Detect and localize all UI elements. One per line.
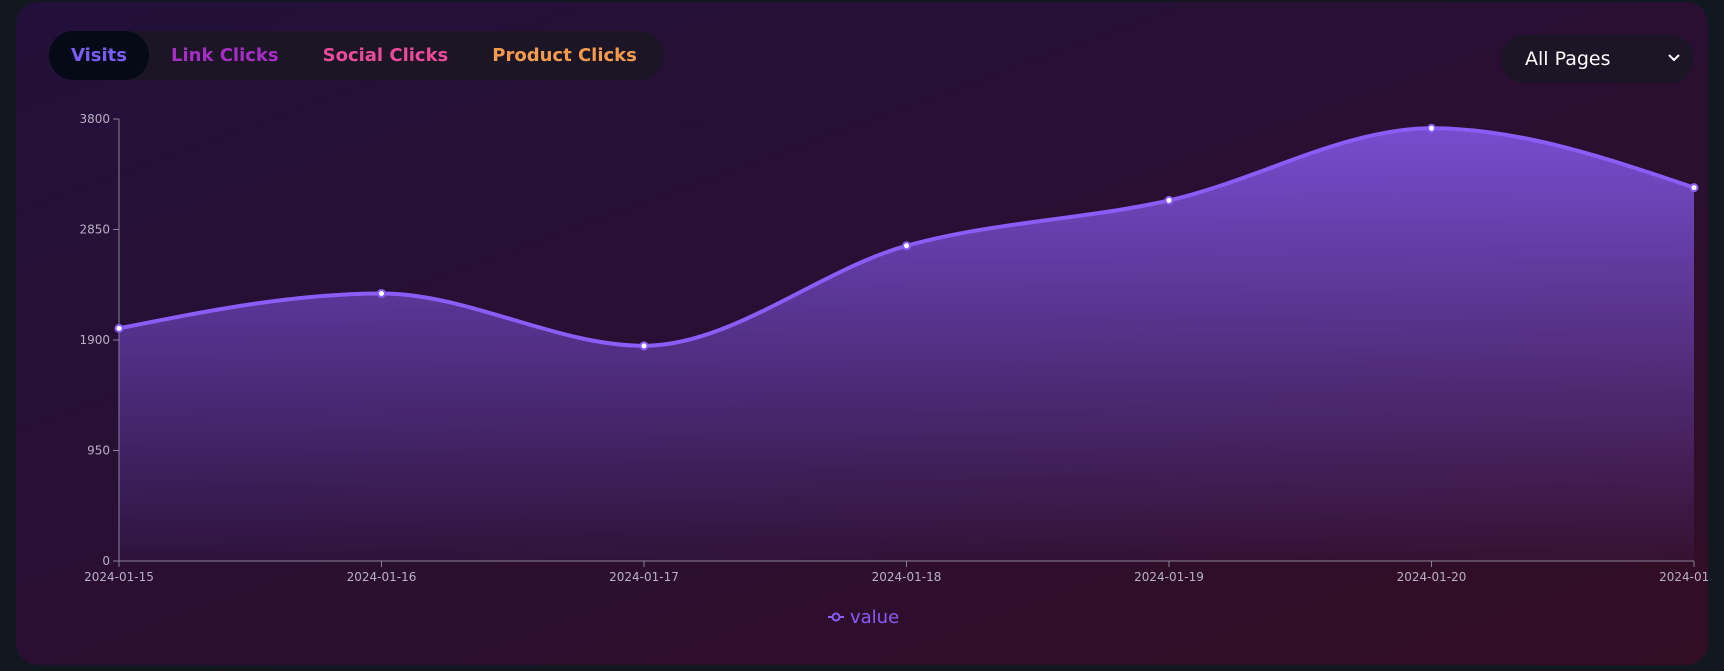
- area: [119, 128, 1694, 561]
- chart: 0 950 1900 2850 3800 2024-01-15 2024-01-16 2024…: [79, 112, 1708, 628]
- x-tick-label: 2024-01-16: [347, 570, 417, 584]
- legend-label: value: [850, 607, 899, 628]
- tab[interactable]: Social Clicks: [322, 45, 449, 66]
- x-tick-label: 2024-01-20: [1397, 570, 1467, 584]
- select-value: All Pages: [1525, 48, 1611, 70]
- point: [1164, 195, 1174, 205]
- tab[interactable]: Product Clicks: [492, 45, 637, 66]
- point: [114, 323, 124, 333]
- y-tick-label: 2850: [79, 223, 110, 237]
- y-tick-label: 1900: [79, 333, 110, 347]
- chevron: [1668, 54, 1680, 62]
- tab[interactable]: Link Clicks: [171, 45, 279, 66]
- y-tick-label: 950: [87, 444, 110, 458]
- x-tick-label: 2024-01-19: [1134, 570, 1204, 584]
- x-tick-label: 2024-01-18: [872, 570, 942, 584]
- x-tick-label: 2024-01-17: [609, 570, 679, 584]
- y-tick-label: 0: [102, 554, 110, 568]
- page-select[interactable]: All Pages: [1501, 35, 1694, 83]
- legend-icon: [831, 612, 841, 622]
- point: [1427, 123, 1436, 133]
- point: [902, 241, 911, 251]
- card: Visits Link Clicks Social Clicks Product…: [16, 2, 1708, 665]
- x-tick-label: 2024-01-21: [1659, 570, 1708, 584]
- tab[interactable]: Visits: [49, 31, 149, 80]
- y-tick-label: 3800: [79, 112, 110, 126]
- x-tick-label: 2024-01-15: [84, 570, 154, 584]
- point: [377, 288, 386, 298]
- point: [639, 341, 649, 351]
- tab-bar: Visits Link Clicks Social Clicks Product…: [49, 31, 664, 80]
- point: [1689, 183, 1699, 193]
